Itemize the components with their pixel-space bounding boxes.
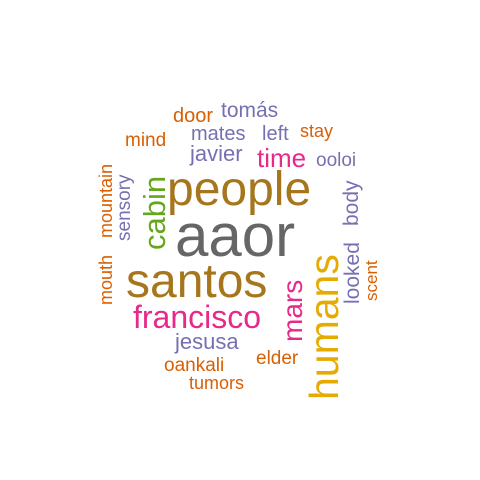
word-tumors: tumors — [189, 373, 245, 393]
word-left: left — [262, 123, 289, 145]
word-door: door — [173, 105, 214, 127]
word-looked: looked — [341, 242, 364, 304]
word-elder: elder — [256, 348, 299, 369]
word-ooloi: ooloi — [316, 150, 357, 171]
word-mars: mars — [277, 279, 308, 342]
word-mind: mind — [125, 130, 167, 151]
word-francisco: francisco — [133, 299, 262, 335]
word-santos: santos — [126, 255, 268, 308]
word-aaor: aaor — [175, 202, 296, 269]
word-humans: humans — [301, 254, 347, 400]
word-mouth: mouth — [96, 254, 116, 305]
word-tomas: tomás — [221, 99, 279, 122]
word-mates: mates — [191, 123, 246, 145]
word-people: people — [167, 163, 312, 216]
word-sensory: sensory — [114, 174, 135, 241]
word-cabin: cabin — [137, 175, 172, 250]
word-body: body — [340, 180, 363, 226]
word-mountain: mountain — [96, 163, 116, 238]
word-oankali: oankali — [164, 355, 225, 376]
word-scent: scent — [362, 260, 381, 301]
word-jesusa: jesusa — [175, 329, 239, 354]
word-time: time — [257, 143, 307, 173]
word-stay: stay — [300, 121, 334, 141]
word-javier: javier — [190, 141, 243, 166]
